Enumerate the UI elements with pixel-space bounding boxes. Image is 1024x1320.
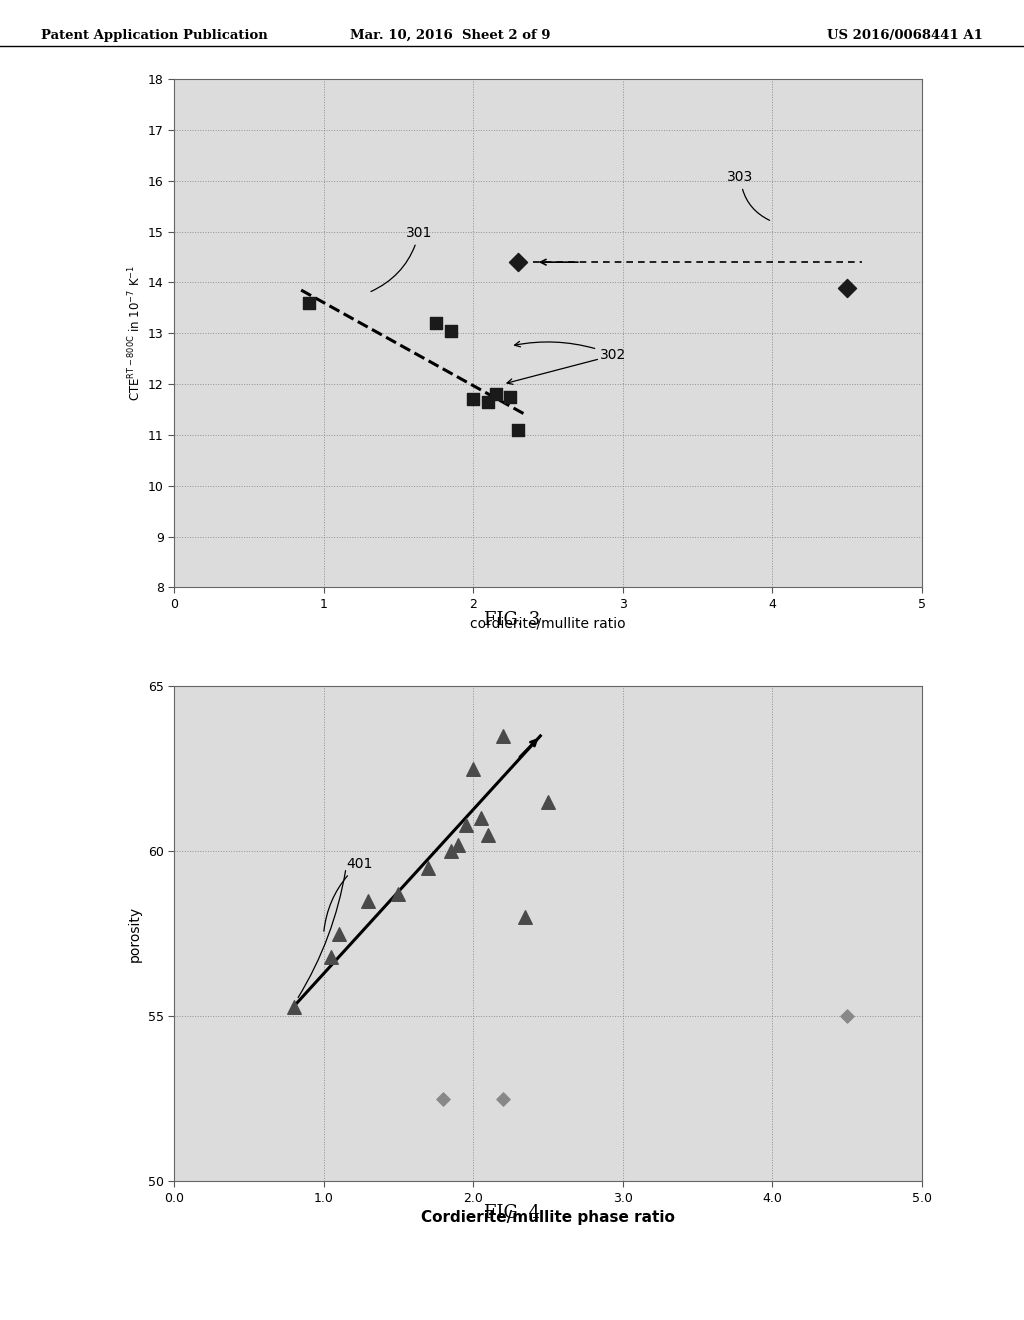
Point [286,997,302,1018]
X-axis label: Cordierite/mullite phase ratio: Cordierite/mullite phase ratio [421,1210,675,1225]
Text: Patent Application Publication: Patent Application Publication [41,29,267,42]
Point [390,884,407,906]
Point [442,841,459,862]
Point [465,389,481,411]
Point [465,758,481,779]
Point [487,384,504,405]
Text: US 2016/0068441 A1: US 2016/0068441 A1 [827,29,983,42]
Point [360,891,377,912]
Point [510,252,526,273]
Point [517,907,534,928]
Point [502,387,518,408]
Text: FIG. 4: FIG. 4 [484,1204,540,1222]
Point [442,321,459,342]
Text: Mar. 10, 2016  Sheet 2 of 9: Mar. 10, 2016 Sheet 2 of 9 [350,29,551,42]
Point [540,792,556,813]
Point [510,420,526,441]
Point [300,292,316,313]
Point [428,313,444,334]
Point [472,808,488,829]
Text: 302: 302 [515,342,627,362]
Point [323,946,339,968]
Text: 401: 401 [324,857,373,931]
Point [495,1088,511,1109]
Point [420,858,436,879]
X-axis label: cordierite/mullite ratio: cordierite/mullite ratio [470,616,626,631]
Y-axis label: CTE$^{\mathregular{RT-800C}}$ in 10$^{-7}$ K$^{-1}$: CTE$^{\mathregular{RT-800C}}$ in 10$^{-7… [127,265,143,401]
Point [480,824,497,846]
Text: 301: 301 [371,226,432,292]
Point [839,277,855,298]
Point [480,391,497,412]
Text: 303: 303 [727,170,770,220]
Point [435,1088,452,1109]
Y-axis label: porosity: porosity [128,906,142,962]
Text: FIG. 3: FIG. 3 [484,611,540,630]
Point [331,924,347,945]
Point [839,1006,855,1027]
Point [495,726,511,747]
Point [450,834,466,855]
Point [458,814,474,836]
